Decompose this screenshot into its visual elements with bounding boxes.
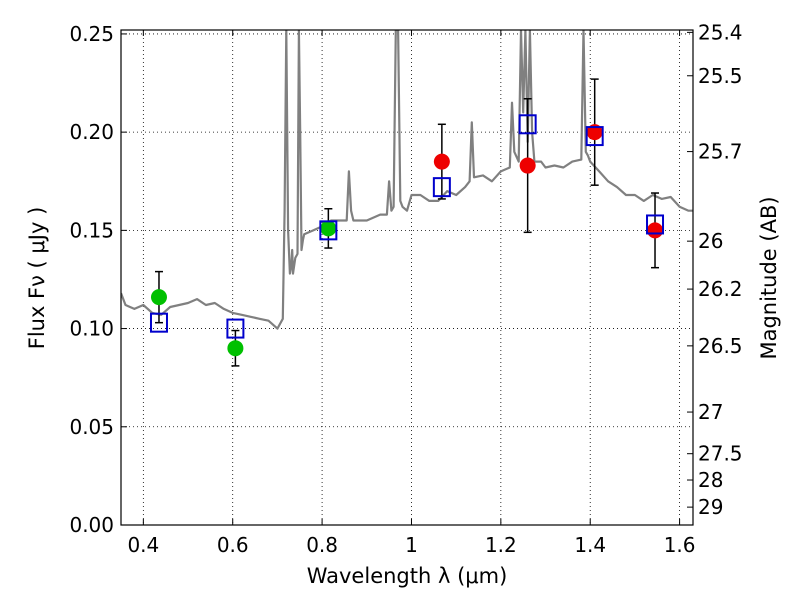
x-tick-label: 1.2 — [485, 533, 517, 557]
model-photometry-square — [432, 177, 451, 198]
flux-point — [519, 157, 536, 174]
y-tick-label: 0.15 — [69, 218, 114, 242]
data-points — [149, 114, 665, 357]
x-tick-label: 0.8 — [306, 533, 338, 557]
axis-ticks: 0.4 0.6 0.8 1 1.2 1.4 1.6 0.00 0.05 0.10 0.15 0.20 0… — [69, 20, 742, 557]
error-bars — [154, 78, 660, 367]
y-tick-label: 0.25 — [69, 22, 114, 46]
x-axis-title: Wavelength λ (μm) — [307, 564, 508, 588]
plot-frame — [120, 29, 694, 526]
flux-point — [433, 153, 450, 170]
y2-tick-label: 25.5 — [698, 64, 743, 88]
y2-tick-label: 29 — [698, 495, 723, 519]
model-spectrum-line — [121, 30, 693, 330]
model-photometry-square — [646, 214, 665, 235]
y2-tick-label: 25.7 — [698, 140, 743, 164]
flux-point — [227, 340, 244, 357]
grid-lines — [121, 30, 693, 526]
flux-point — [647, 222, 664, 239]
y2-tick-label: 26.5 — [698, 334, 743, 358]
x-tick-label: 0.4 — [127, 533, 159, 557]
x-tick-label: 1.6 — [664, 533, 696, 557]
model-photometry-square — [518, 114, 537, 135]
y2-tick-label: 26 — [698, 229, 723, 253]
flux-point — [150, 289, 167, 306]
flux-point — [586, 124, 603, 141]
y2-tick-label: 26.2 — [698, 277, 743, 301]
y2-tick-label: 25.4 — [698, 20, 743, 44]
y2-tick-label: 28 — [698, 468, 723, 492]
model-photometry-square — [585, 126, 604, 147]
model-spectrum — [121, 30, 693, 330]
y2-axis-title: Magnitude (AB) — [757, 196, 781, 359]
x-tick-label: 1.4 — [574, 533, 606, 557]
y2-tick-label: 27.5 — [698, 442, 743, 466]
model-photometry-square — [149, 312, 168, 333]
y-tick-label: 0.10 — [69, 317, 114, 341]
y-tick-label: 0.05 — [69, 415, 114, 439]
y2-tick-label: 27 — [698, 400, 723, 424]
model-photometry-square — [226, 318, 245, 339]
y-tick-label: 0.00 — [69, 513, 114, 537]
y-tick-label: 0.20 — [69, 120, 114, 144]
flux-point — [320, 220, 337, 237]
y-axis-title: Flux Fν ( μJy ) — [25, 207, 49, 350]
x-tick-label: 0.6 — [217, 533, 249, 557]
model-photometry-square — [319, 220, 338, 241]
x-tick-label: 1 — [405, 533, 418, 557]
